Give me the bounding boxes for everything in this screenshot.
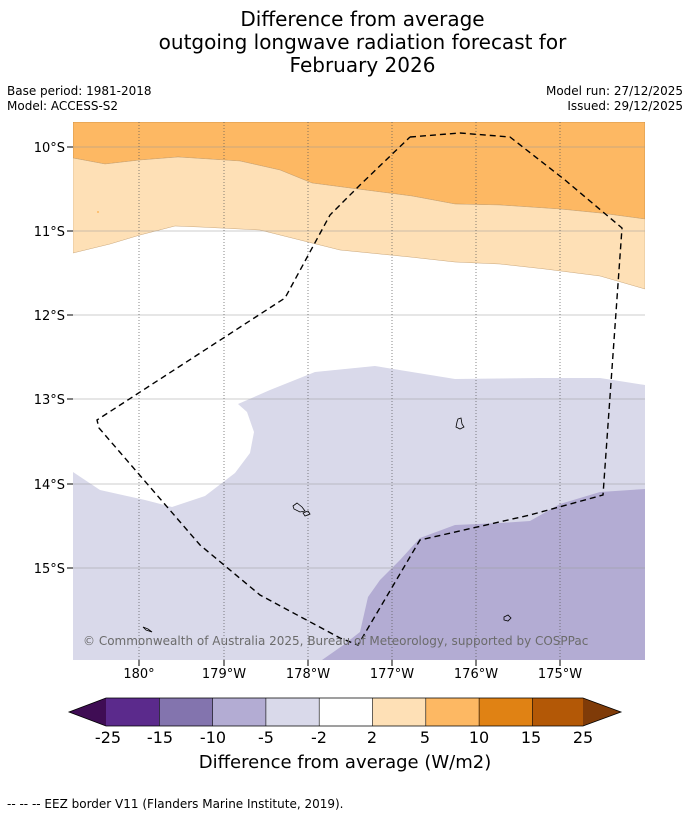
small-dot bbox=[97, 211, 99, 213]
meta-left: Base period: 1981-2018 Model: ACCESS-S2 bbox=[7, 84, 152, 114]
region-2-to-5 bbox=[73, 156, 645, 290]
island-north bbox=[455, 417, 465, 430]
meta-right: Model run: 27/12/2025 Issued: 29/12/2025 bbox=[546, 84, 683, 114]
lon-label: 179°W bbox=[202, 667, 246, 682]
colorbar-tick: -15 bbox=[147, 728, 173, 747]
colorbar-extend-high bbox=[583, 698, 621, 726]
copyright-notice: © Commonwealth of Australia 2025, Bureau… bbox=[83, 634, 588, 648]
lat-ticks bbox=[67, 146, 73, 569]
map-area bbox=[73, 122, 645, 660]
lat-label: 12°S bbox=[34, 309, 65, 324]
colorbar-swatch bbox=[212, 698, 266, 726]
colorbar-tick: 10 bbox=[469, 728, 489, 747]
lat-label: 13°S bbox=[34, 393, 65, 408]
lon-label: 175°W bbox=[538, 667, 582, 682]
colorbar-tick: -2 bbox=[311, 728, 327, 747]
colorbar-tick: -10 bbox=[200, 728, 226, 747]
chart-title: Difference from average outgoing longwav… bbox=[0, 8, 690, 77]
title-line-1: Difference from average bbox=[240, 7, 485, 31]
issued-date: Issued: 29/12/2025 bbox=[567, 99, 683, 113]
colorbar-tick: 25 bbox=[573, 728, 593, 747]
eez-legend: -- -- -- EEZ border V11 (Flanders Marine… bbox=[7, 797, 344, 811]
lon-label: 180° bbox=[123, 667, 154, 682]
title-line-2: outgoing longwave radiation forecast for bbox=[158, 30, 567, 54]
colorbar-swatch bbox=[159, 698, 213, 726]
eez-border bbox=[96, 132, 623, 646]
colorbar-dividers bbox=[159, 698, 533, 726]
islands bbox=[142, 417, 512, 633]
colorbar-tick: 2 bbox=[367, 728, 377, 747]
lat-label: 11°S bbox=[34, 225, 65, 240]
lon-labels: 180° 179°W 178°W 177°W 176°W 175°W bbox=[123, 667, 582, 682]
colorbar-extend-low bbox=[69, 698, 106, 726]
colorbar-swatch bbox=[479, 698, 533, 726]
lat-labels: 10°S 11°S 12°S 13°S 14°S 15°S bbox=[34, 141, 65, 577]
island-west-2 bbox=[302, 510, 311, 517]
colorbar-outline bbox=[67, 697, 623, 727]
region-minus5-to-minus10 bbox=[322, 489, 645, 660]
island-south bbox=[503, 614, 512, 622]
base-period: Base period: 1981-2018 bbox=[7, 84, 152, 98]
colorbar-swatch bbox=[319, 698, 373, 726]
colorbar-tick: -5 bbox=[258, 728, 274, 747]
colorbar-swatch bbox=[372, 698, 426, 726]
lon-label: 176°W bbox=[454, 667, 498, 682]
model-run: Model run: 27/12/2025 bbox=[545, 84, 683, 98]
island-southwest bbox=[142, 626, 153, 633]
colorbar-swatch bbox=[532, 698, 583, 726]
colorbar-tick: 5 bbox=[420, 728, 430, 747]
lon-ticks bbox=[138, 660, 561, 666]
colorbar-swatch bbox=[425, 698, 480, 726]
model-name: Model: ACCESS-S2 bbox=[7, 99, 119, 113]
colorbar-tick-labels: -25 -15 -10 -5 -2 2 5 10 15 25 bbox=[95, 728, 593, 747]
lat-label: 15°S bbox=[34, 562, 65, 577]
lon-label: 177°W bbox=[370, 667, 414, 682]
lat-label: 14°S bbox=[34, 478, 65, 493]
colorbar-title: Difference from average (W/m2) bbox=[198, 752, 492, 773]
lat-label: 10°S bbox=[34, 141, 65, 156]
colorbar-tick: 15 bbox=[521, 728, 541, 747]
colorbar-swatch bbox=[106, 698, 160, 726]
colorbar-tick: -25 bbox=[95, 728, 121, 747]
island-west-1 bbox=[292, 502, 306, 513]
colorbar-swatch bbox=[265, 698, 320, 726]
gridlines bbox=[73, 146, 645, 569]
colorbar: -25 -15 -10 -5 -2 2 5 10 15 25 bbox=[67, 697, 623, 747]
title-line-3: February 2026 bbox=[289, 53, 436, 77]
lon-label: 178°W bbox=[286, 667, 330, 682]
